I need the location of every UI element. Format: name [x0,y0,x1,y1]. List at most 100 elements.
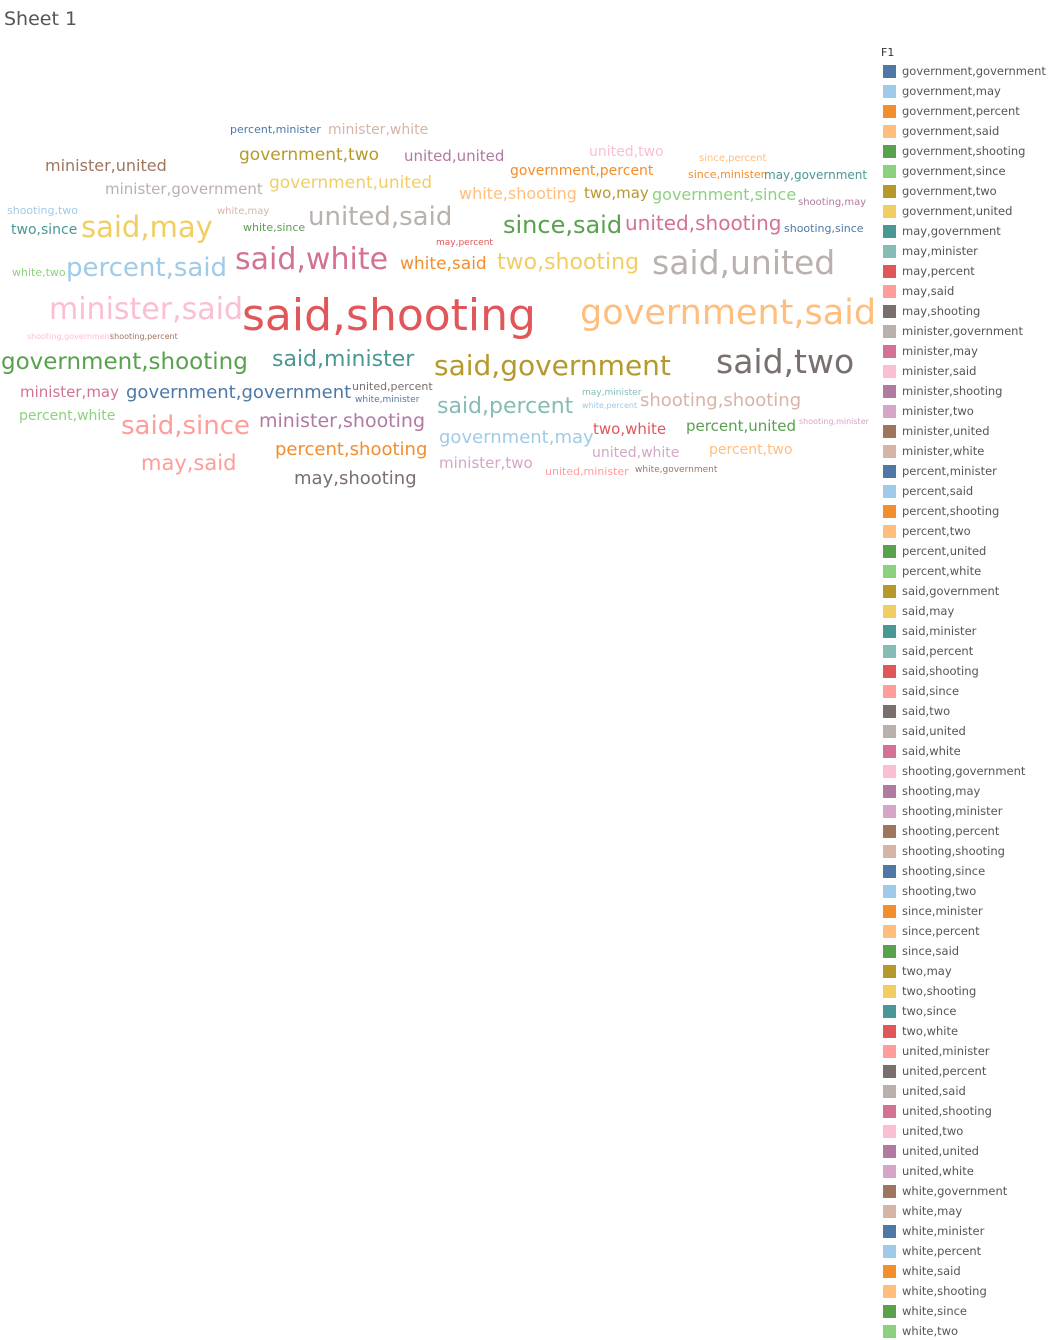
word-government-shooting[interactable]: government,shooting [1,349,248,375]
legend-label: minister,shooting [902,384,1003,398]
word-may-shooting[interactable]: may,shooting [294,468,417,489]
word-shooting-shooting[interactable]: shooting,shooting [640,390,802,411]
legend-swatch [883,685,896,698]
legend-swatch [883,645,896,658]
legend-label: two,shooting [902,984,977,998]
word-said-since[interactable]: said,since [121,411,251,441]
word-government-united[interactable]: government,united [269,173,433,193]
word-percent-minister[interactable]: percent,minister [230,123,321,136]
legend-label: said,white [902,744,961,758]
legend-swatch [883,145,896,158]
word-white-government[interactable]: white,government [635,465,718,475]
legend-label: shooting,shooting [902,844,1005,858]
word-said-shooting[interactable]: said,shooting [242,290,536,341]
word-minister-said[interactable]: minister,said [49,292,244,327]
legend-label: minister,government [902,324,1023,338]
word-said-white[interactable]: said,white [235,242,389,277]
word-white-may[interactable]: white,may [217,206,270,217]
legend-swatch [883,1305,896,1318]
legend-swatch [883,245,896,258]
word-may-said[interactable]: may,said [141,451,237,475]
word-united-two[interactable]: united,two [589,144,664,160]
word-percent-white[interactable]: percent,white [19,408,116,424]
word-white-percent[interactable]: white,percent [582,401,638,410]
word-said-may[interactable]: said,may [81,210,213,244]
word-two-white[interactable]: two,white [593,420,667,438]
word-said-minister[interactable]: said,minister [272,347,415,372]
word-government-since[interactable]: government,since [652,185,797,204]
legend-label: white,since [902,1304,968,1318]
word-shooting-government[interactable]: shooting,government [27,332,113,341]
word-government-said[interactable]: government,said [580,293,877,333]
word-united-white[interactable]: united,white [592,445,680,461]
legend-label: white,minister [902,1224,985,1238]
word-percent-two[interactable]: percent,two [709,442,793,458]
word-white-minister[interactable]: white,minister [355,395,420,405]
legend-swatch [883,985,896,998]
word-since-said[interactable]: since,said [503,211,623,239]
legend-label: may,shooting [902,304,981,318]
word-shooting-since[interactable]: shooting,since [784,222,864,235]
word-said-percent[interactable]: said,percent [437,394,574,419]
legend-label: percent,minister [902,464,997,478]
word-since-minister[interactable]: since,minister [688,168,766,181]
word-government-percent[interactable]: government,percent [510,163,654,179]
word-percent-shooting[interactable]: percent,shooting [275,439,428,460]
legend-swatch [883,605,896,618]
word-shooting-minister[interactable]: shooting,minister [799,417,869,426]
word-minister-government[interactable]: minister,government [105,180,263,198]
word-said-united[interactable]: said,united [652,243,836,282]
word-white-two[interactable]: white,two [12,266,66,279]
word-government-government[interactable]: government,government [126,382,352,403]
legend-swatch [883,785,896,798]
word-minister-two[interactable]: minister,two [439,454,533,472]
legend-swatch [883,65,896,78]
legend-swatch [883,525,896,538]
word-minister-united[interactable]: minister,united [45,156,167,175]
legend-swatch [883,965,896,978]
word-since-percent[interactable]: since,percent [699,153,767,164]
word-minister-shooting[interactable]: minister,shooting [259,410,426,432]
legend-swatch [883,185,896,198]
word-minister-may[interactable]: minister,may [20,383,119,401]
word-shooting-percent[interactable]: shooting,percent [110,332,178,341]
word-united-minister[interactable]: united,minister [545,465,629,478]
legend-label: government,united [902,204,1013,218]
legend-label: said,may [902,604,955,618]
word-two-may[interactable]: two,may [584,184,649,202]
legend-swatch [883,165,896,178]
word-two-shooting[interactable]: two,shooting [497,250,640,275]
word-united-said[interactable]: united,said [308,202,453,232]
word-said-government[interactable]: said,government [434,349,671,382]
word-united-united[interactable]: united,united [404,147,505,165]
word-said-two[interactable]: said,two [716,342,855,381]
word-white-shooting[interactable]: white,shooting [459,184,577,203]
legend-label: white,percent [902,1244,982,1258]
legend-swatch [883,665,896,678]
word-white-said[interactable]: white,said [400,254,487,274]
word-may-percent[interactable]: may,percent [436,238,493,248]
legend-swatch [883,1325,896,1338]
word-united-shooting[interactable]: united,shooting [625,211,782,235]
legend-swatch [883,285,896,298]
word-shooting-may[interactable]: shooting,may [798,197,867,208]
legend-label: minister,white [902,444,985,458]
word-government-two[interactable]: government,two [239,145,380,165]
word-may-minister[interactable]: may,minister [582,388,642,398]
legend-swatch [883,1265,896,1278]
legend-swatch [883,325,896,338]
word-united-percent[interactable]: united,percent [352,380,433,393]
word-percent-united[interactable]: percent,united [686,417,797,435]
word-white-since[interactable]: white,since [243,221,306,234]
word-may-government[interactable]: may,government [764,168,868,182]
legend-swatch [883,265,896,278]
word-percent-said[interactable]: percent,said [66,253,228,283]
legend-label: said,percent [902,644,974,658]
word-two-since[interactable]: two,since [11,222,78,238]
legend-swatch [883,405,896,418]
word-government-may[interactable]: government,may [439,427,594,448]
word-minister-white[interactable]: minister,white [328,122,429,138]
word-shooting-two[interactable]: shooting,two [7,204,79,217]
legend-swatch [883,445,896,458]
legend-label: white,said [902,1264,961,1278]
